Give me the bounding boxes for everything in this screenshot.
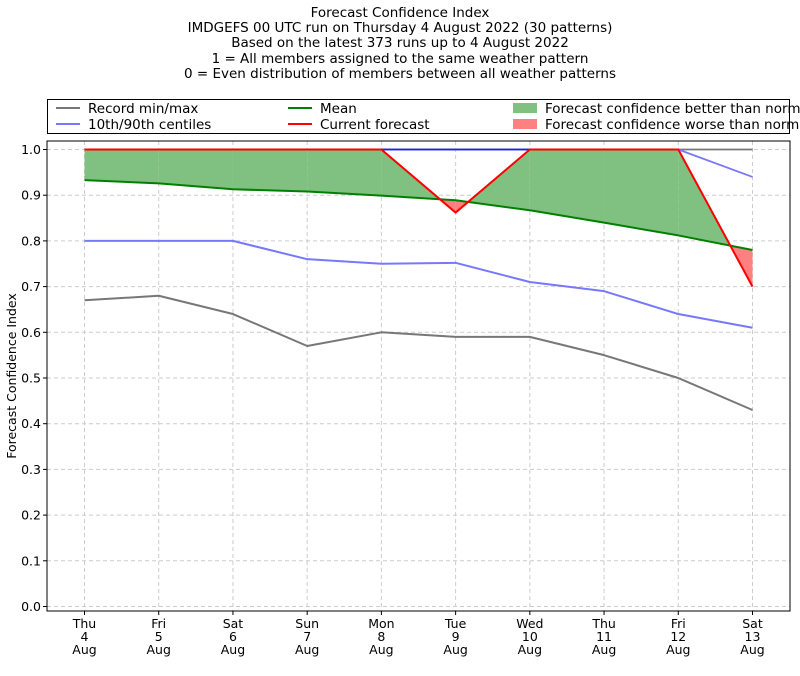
x-tick-label: Thu: [591, 616, 615, 631]
x-tick-label: 8: [377, 629, 385, 644]
legend-swatch-mean: [288, 107, 312, 109]
x-tick-label: Aug: [666, 642, 690, 657]
y-tick-label: 1.0: [21, 142, 41, 157]
y-tick-label: 0.8: [21, 233, 41, 248]
y-axis-label: Forecast Confidence Index: [4, 293, 19, 459]
x-tick-label: Tue: [444, 616, 467, 631]
fill-better-than-normal: [232, 149, 308, 192]
legend-item-better: Forecast confidence better than normal: [513, 101, 800, 117]
x-tick-label: Sun: [295, 616, 319, 631]
x-tick-label: Sat: [742, 616, 763, 631]
chart-legend: Record min/max 10th/90th centiles Mean C…: [47, 99, 800, 134]
mean-line: [84, 179, 753, 252]
x-tick-label: 7: [303, 629, 311, 644]
x-tick-label: Fri: [151, 616, 166, 631]
centile-10-line: [84, 239, 753, 329]
x-tick-label: Aug: [369, 642, 393, 657]
legend-swatch-worse: [513, 119, 537, 129]
plot-frame: [46, 140, 791, 612]
x-tick-label: 11: [596, 629, 612, 644]
chart-title-block: Forecast Confidence Index IMDGEFS 00 UTC…: [0, 5, 800, 82]
fill-better-than-normal: [604, 149, 679, 236]
x-tick-label: Aug: [72, 642, 96, 657]
x-tick-label: 13: [745, 629, 761, 644]
x-tick-label: Thu: [72, 616, 96, 631]
legend-item-centiles: 10th/90th centiles: [56, 117, 211, 133]
x-tick-label: Wed: [516, 616, 543, 631]
legend-label-better: Forecast confidence better than normal: [545, 101, 800, 117]
x-tick-label: Aug: [518, 642, 542, 657]
legend-label-record: Record min/max: [88, 101, 199, 117]
legend-label-worse: Forecast confidence worse than normal: [545, 117, 800, 133]
x-tick-label: 12: [670, 629, 686, 644]
chart-subtitle-one: 1 = All members assigned to the same wea…: [211, 50, 589, 67]
y-tick-label: 0.5: [21, 371, 41, 386]
legend-swatch-record: [56, 107, 80, 109]
legend-swatch-centiles: [56, 123, 80, 125]
x-tick-label: Mon: [368, 616, 394, 631]
legend-swatch-better: [513, 103, 537, 113]
x-tick-label: 5: [155, 629, 163, 644]
fill-better-than-normal: [84, 149, 159, 184]
x-tick-label: 6: [229, 629, 237, 644]
y-tick-label: 0.2: [21, 508, 41, 523]
chart-subtitle-runs: Based on the latest 373 runs up to 4 Aug…: [231, 35, 569, 52]
x-tick-label: Aug: [295, 642, 319, 657]
fill-better-than-normal: [158, 149, 233, 190]
y-tick-label: 0.7: [21, 279, 41, 294]
legend-item-mean: Mean: [288, 101, 357, 117]
x-tick-label: 9: [452, 629, 460, 644]
x-tick-label: Aug: [147, 642, 171, 657]
chart-subtitle-run: IMDGEFS 00 UTC run on Thursday 4 August …: [187, 20, 613, 37]
x-tick-label: 4: [81, 629, 89, 644]
x-tick-label: Aug: [221, 642, 245, 657]
x-tick-label: Sat: [223, 616, 244, 631]
y-tick-label: 0.0: [21, 599, 41, 614]
chart-subtitle-zero: 0 = Even distribution of members between…: [183, 65, 617, 82]
fill-better-than-normal: [529, 149, 605, 223]
legend-label-mean: Mean: [320, 101, 357, 117]
record-min-line: [84, 294, 753, 411]
y-tick-label: 0.1: [21, 553, 41, 568]
legend-item-current: Current forecast: [288, 117, 430, 133]
legend-item-record: Record min/max: [56, 101, 198, 117]
legend-label-centiles: 10th/90th centiles: [88, 117, 212, 133]
fill-better-than-normal: [468, 149, 530, 211]
legend-label-current: Current forecast: [320, 117, 430, 133]
x-tick-label: Aug: [443, 642, 467, 657]
legend-swatch-current: [288, 123, 312, 125]
chart-title: Forecast Confidence Index: [310, 5, 490, 21]
legend-item-worse: Forecast confidence worse than normal: [513, 117, 800, 133]
x-tick-label: Aug: [740, 642, 764, 657]
y-tick-label: 0.6: [21, 325, 41, 340]
fill-better-than-normal: [307, 149, 382, 196]
y-tick-label: 0.9: [21, 188, 41, 203]
y-tick-label: 0.3: [21, 462, 41, 477]
y-tick-label: 0.4: [21, 416, 41, 431]
x-tick-label: Aug: [592, 642, 616, 657]
current-forecast-line: [84, 148, 754, 288]
x-tick-label: 10: [522, 629, 538, 644]
x-tick-label: Fri: [671, 616, 686, 631]
